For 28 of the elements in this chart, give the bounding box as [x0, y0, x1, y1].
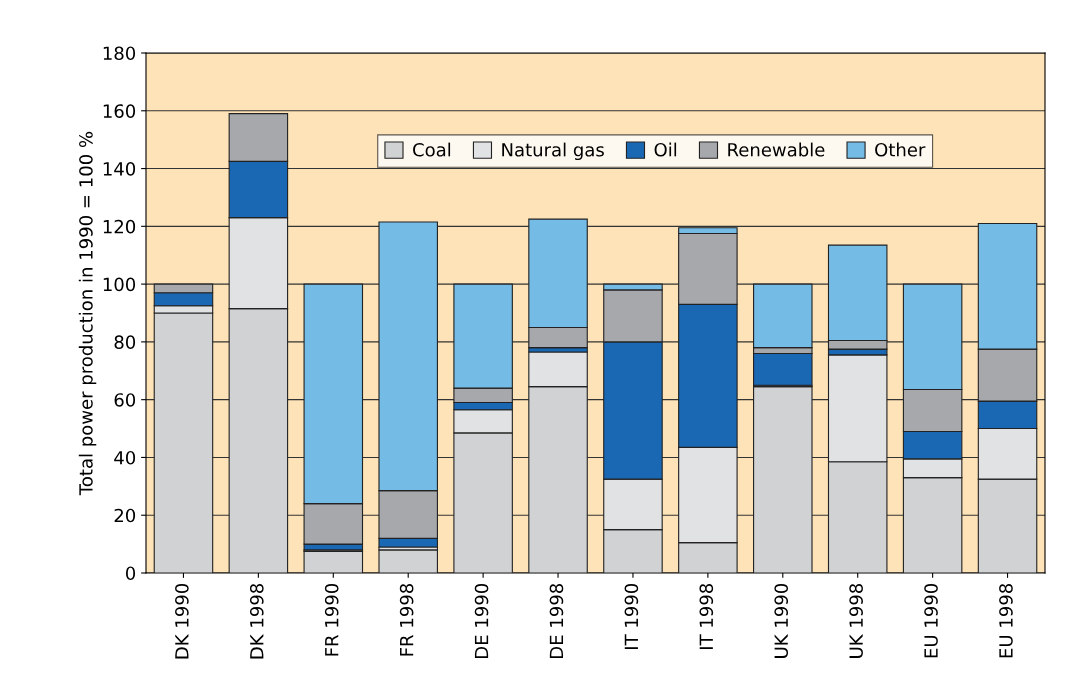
- x-tick-label: DK 1990: [175, 583, 189, 659]
- x-tick-label: DK 1998: [249, 583, 264, 659]
- legend-label: Renewable: [728, 142, 825, 157]
- x-tick-label: EU 1990: [924, 583, 938, 658]
- y-tick-label: 140: [103, 162, 136, 176]
- y-tick-label: 20: [114, 508, 136, 523]
- x-tick-label: UK 1998: [849, 583, 863, 658]
- legend-label: Natural gas: [502, 142, 604, 161]
- x-tick-label: UK 1990: [774, 583, 789, 658]
- y-tick-label: 0: [125, 566, 136, 581]
- y-tick-label: 160: [103, 104, 136, 118]
- x-tick-label: FR 1990: [324, 583, 339, 656]
- y-tick-label: 180: [103, 46, 136, 61]
- x-tick-label: IT 1990: [624, 583, 639, 649]
- y-tick-label: 80: [114, 335, 136, 350]
- y-axis-title: Total power production in 1990 = 100 %: [78, 131, 97, 496]
- legend-label: Oil: [654, 142, 677, 157]
- x-tick-label: DE 1990: [474, 583, 489, 658]
- x-tick-label: EU 1998: [999, 583, 1013, 658]
- y-tick-label: 100: [103, 277, 136, 292]
- x-tick-label: DE 1998: [549, 583, 564, 658]
- y-tick-label: 60: [114, 393, 136, 407]
- legend-label: Other: [875, 142, 926, 157]
- y-tick-label: 40: [114, 450, 136, 465]
- x-tick-label: FR 1998: [399, 583, 414, 656]
- y-tick-label: 120: [103, 219, 136, 234]
- legend-label: Coal: [413, 142, 451, 157]
- x-tick-label: IT 1998: [699, 583, 714, 649]
